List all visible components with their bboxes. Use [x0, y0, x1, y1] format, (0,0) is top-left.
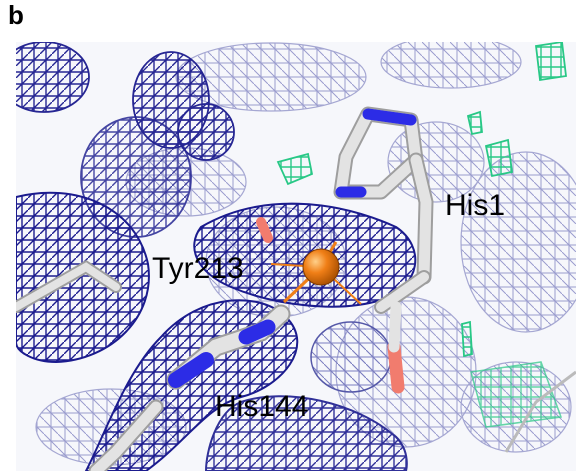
label-his1: His1 — [445, 189, 506, 222]
electron-density-map — [16, 42, 576, 471]
tyr213-stick-model — [16, 217, 273, 313]
difference-density-mesh — [276, 42, 567, 428]
his144-stick-model — [88, 304, 576, 471]
density-map-svg — [16, 42, 576, 471]
panel-letter: b — [8, 0, 24, 30]
his1-stick-model — [333, 106, 434, 394]
label-his144: His144 — [215, 390, 309, 423]
label-tyr213: Tyr213 — [152, 252, 244, 285]
metal-ion-sphere — [302, 248, 340, 286]
dark-density-mesh-top — [16, 42, 235, 238]
